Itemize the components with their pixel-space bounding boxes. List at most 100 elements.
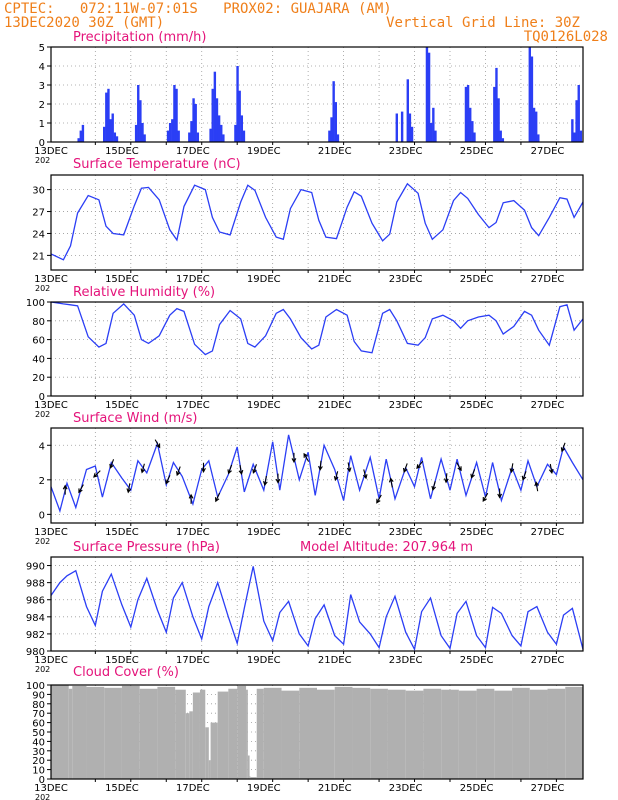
wind-arrow: [470, 469, 476, 479]
precip-bar: [105, 92, 108, 142]
precip-bar: [143, 134, 146, 142]
cloud-bar: [370, 688, 388, 779]
wind-arrow: [521, 471, 527, 481]
wind-arrow: [188, 493, 194, 504]
y-tick-label: 988: [26, 579, 45, 590]
cloud-bar: [72, 685, 87, 779]
header-run-date: 13DEC2020 30Z (GMT): [4, 15, 165, 31]
x-tick-label: 27DEC: [531, 274, 565, 285]
cloud-bar: [217, 691, 229, 779]
x-tick-label: 27DEC: [531, 655, 565, 666]
cloud-bar: [249, 776, 251, 779]
x-tick-label: 19DEC: [247, 400, 281, 411]
precip-bar: [213, 71, 217, 142]
wind-arrow: [252, 464, 257, 474]
x-tick-label: 23DEC: [389, 655, 423, 666]
precip-bar: [238, 90, 241, 142]
cloud-bar: [175, 689, 186, 779]
x-tick-label: 23DEC: [389, 146, 423, 157]
cloud-bar: [51, 685, 69, 779]
cloud-bar: [246, 689, 248, 779]
precip-bar: [532, 107, 536, 142]
precip-bar: [215, 98, 219, 142]
precip-bar: [234, 124, 237, 142]
precip-bar: [434, 130, 437, 142]
x-tick-label: 15DEC: [105, 146, 139, 157]
wind-arrow: [534, 481, 540, 492]
x-tick-label: 23DEC: [389, 274, 423, 285]
x-year-label: 202: [35, 537, 50, 546]
cloud-bar: [139, 688, 158, 779]
y-tick-label: 0: [39, 510, 45, 521]
panel-frame: [50, 556, 584, 652]
precip-bar: [175, 88, 178, 142]
header-station: CPTEC: 072:11W-07:01S PROX02: GUAJARA (A…: [4, 1, 392, 17]
precip-bar: [573, 132, 576, 142]
x-year-label: 202: [35, 156, 50, 165]
wind-arrow: [227, 464, 233, 475]
y-tick-label: 1: [39, 119, 45, 130]
precip-bar: [240, 115, 244, 142]
precip-bar: [168, 123, 172, 142]
precip-bar: [571, 119, 574, 142]
precip-bar: [501, 138, 505, 142]
x-tick-label: 21DEC: [318, 655, 352, 666]
precip-bar: [410, 126, 414, 142]
wind-arrow: [482, 492, 489, 502]
cloud-bar: [157, 686, 176, 779]
wind-arrow: [291, 452, 297, 464]
wind-arrow: [126, 483, 132, 494]
y-tick-label: 10: [32, 766, 45, 777]
y-tick-label: 60: [32, 336, 45, 347]
x-tick-label: 25DEC: [460, 146, 494, 157]
model-altitude-label: Model Altitude: 207.964 m: [300, 540, 473, 555]
y-tick-label: 982: [26, 630, 45, 641]
cloud-bar: [68, 688, 73, 779]
precip-bar: [115, 136, 119, 142]
precip-bar: [471, 121, 474, 142]
precip-bar: [530, 56, 534, 142]
header-grid-note: Vertical Grid Line: 30Z: [386, 15, 580, 31]
precip-bar: [188, 132, 191, 142]
x-tick-label: 23DEC: [389, 400, 423, 411]
wind-arrow: [456, 462, 462, 472]
x-tick-label: 17DEC: [176, 146, 210, 157]
precip-bar: [473, 132, 476, 142]
wind-arrow: [214, 492, 221, 503]
precip-bar: [81, 124, 85, 142]
wind-arrow: [376, 494, 382, 504]
wind-arrow: [201, 462, 206, 473]
y-tick-label: 30: [32, 747, 45, 758]
cloud-bar: [210, 722, 218, 779]
cloud-bar: [228, 688, 238, 779]
x-tick-label: 19DEC: [247, 274, 281, 285]
x-tick-label: 13DEC: [34, 527, 68, 538]
cloud-bar: [237, 685, 247, 779]
precip-bar: [220, 124, 223, 142]
cloud-bar: [512, 687, 530, 779]
x-tick-label: 13DEC: [34, 783, 68, 794]
wind-arrow: [431, 481, 437, 492]
y-tick-label: 980: [26, 647, 45, 658]
x-year-label: 202: [35, 410, 50, 419]
y-tick-label: 20: [32, 373, 45, 384]
precip-bar: [236, 66, 239, 142]
y-tick-label: 4: [39, 441, 45, 452]
y-tick-label: 50: [32, 728, 45, 739]
x-tick-label: 17DEC: [176, 655, 210, 666]
precip-bar: [330, 117, 333, 142]
precip-bar: [528, 47, 531, 142]
precip-bar: [575, 100, 578, 142]
x-tick-label: 25DEC: [460, 274, 494, 285]
precip-bar: [537, 134, 540, 142]
x-tick-label: 25DEC: [460, 527, 494, 538]
y-tick-label: 80: [32, 317, 45, 328]
panel-title: Cloud Cover (%): [73, 665, 179, 680]
x-tick-label: 27DEC: [531, 146, 565, 157]
panel-title: Surface Temperature (nC): [73, 157, 241, 172]
y-tick-label: 80: [32, 700, 45, 711]
precip-bar: [493, 86, 496, 142]
precip-bar: [166, 130, 170, 142]
precip-bar: [499, 130, 502, 142]
precip-bar: [141, 123, 144, 142]
